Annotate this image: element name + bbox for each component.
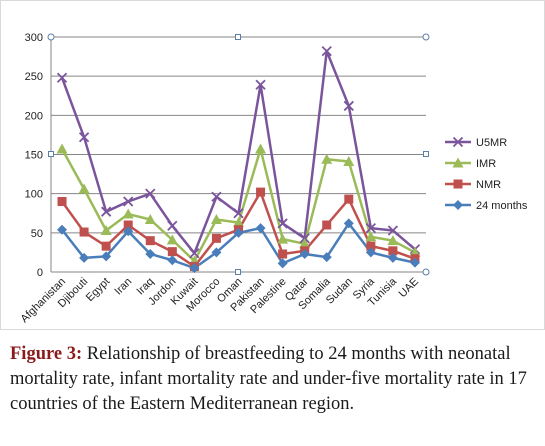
data-point xyxy=(101,241,111,251)
x-tick-label: UAE xyxy=(397,276,421,300)
data-point xyxy=(321,45,332,57)
data-point xyxy=(79,227,89,237)
y-tick-label: 150 xyxy=(25,150,43,162)
data-point xyxy=(233,208,244,219)
figure-caption-text: Relationship of breastfeeding to 24 mont… xyxy=(10,344,527,414)
data-point xyxy=(167,220,178,231)
y-tick-label: 0 xyxy=(37,267,43,279)
data-point xyxy=(57,224,68,235)
data-point xyxy=(387,252,398,263)
data-point xyxy=(167,247,177,257)
y-tick-label: 200 xyxy=(25,110,43,122)
data-point xyxy=(321,252,332,263)
x-tick-label: Egypt xyxy=(84,276,112,304)
data-point xyxy=(277,233,289,244)
legend-marker xyxy=(453,179,463,189)
series-line-imr xyxy=(60,147,416,263)
selection-handle xyxy=(423,151,429,157)
data-point xyxy=(78,132,90,143)
data-point xyxy=(189,263,200,274)
data-point xyxy=(343,156,355,167)
data-point xyxy=(145,236,155,246)
data-point xyxy=(343,100,354,112)
data-point xyxy=(145,248,156,259)
data-point xyxy=(387,225,399,236)
data-point xyxy=(123,196,134,207)
selection-handle xyxy=(48,151,54,157)
data-point xyxy=(278,249,288,259)
data-point xyxy=(123,226,134,237)
data-point xyxy=(78,183,90,194)
legend-entry: U5MR xyxy=(476,137,507,149)
selection-handle xyxy=(422,268,430,276)
data-point xyxy=(211,233,221,243)
data-point xyxy=(365,231,377,242)
data-point xyxy=(166,234,178,245)
selection-handle xyxy=(47,33,55,41)
data-point xyxy=(299,248,310,259)
data-point xyxy=(122,208,134,219)
data-point xyxy=(101,251,112,262)
legend-marker xyxy=(452,136,464,148)
data-point xyxy=(100,224,112,235)
data-point xyxy=(56,72,68,83)
data-point xyxy=(255,79,266,90)
legend-entry: NMR xyxy=(476,179,501,191)
legend-marker xyxy=(452,157,464,168)
y-tick-label: 300 xyxy=(25,32,43,44)
data-point xyxy=(144,214,156,225)
data-point xyxy=(210,214,222,225)
data-point xyxy=(344,194,354,204)
data-point xyxy=(365,247,376,258)
figure-label: Figure 3: xyxy=(10,344,83,364)
data-point xyxy=(321,153,333,164)
data-point xyxy=(388,246,398,256)
data-point xyxy=(233,227,244,238)
data-point xyxy=(343,218,354,229)
data-point xyxy=(322,220,332,230)
x-tick-label: Iran xyxy=(112,276,134,298)
data-point xyxy=(145,188,156,199)
selection-handle xyxy=(235,269,241,275)
data-point xyxy=(167,255,178,266)
selection-handle xyxy=(235,34,241,40)
data-point xyxy=(211,191,222,202)
y-tick-label: 50 xyxy=(31,228,43,240)
data-point xyxy=(256,187,266,197)
data-point xyxy=(56,143,68,154)
y-tick-label: 100 xyxy=(25,189,43,201)
data-point xyxy=(211,247,222,258)
data-point xyxy=(233,217,244,228)
data-point xyxy=(366,241,376,251)
data-point xyxy=(387,235,399,246)
data-point xyxy=(277,218,288,229)
data-point xyxy=(277,258,288,269)
line-chart: 050100150200250300AfghanistanDjiboutiEgy… xyxy=(19,32,528,325)
data-point xyxy=(79,252,90,263)
selection-handle xyxy=(422,33,430,41)
legend-entry: IMR xyxy=(476,158,496,170)
legend-entry: 24 months xyxy=(476,200,528,212)
data-point xyxy=(57,197,67,206)
data-point xyxy=(101,206,112,217)
figure-caption: Figure 3: Relationship of breastfeeding … xyxy=(10,342,535,417)
data-point xyxy=(365,222,376,234)
data-point xyxy=(123,220,133,230)
data-point xyxy=(189,248,200,259)
data-point xyxy=(255,143,267,154)
legend-marker xyxy=(453,200,463,210)
data-point xyxy=(409,257,420,268)
y-tick-label: 250 xyxy=(25,71,43,83)
data-point xyxy=(299,238,311,249)
chart-frame: 0 50 100 150 200 250 300 Afghanistan Djibouti Egy… xyxy=(0,0,545,330)
data-point xyxy=(255,223,266,234)
